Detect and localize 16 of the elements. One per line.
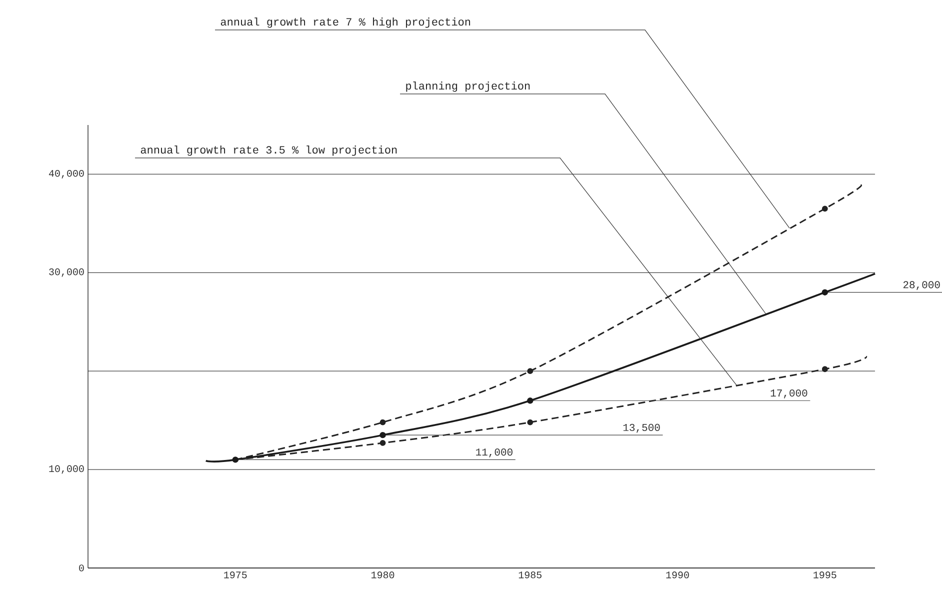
annotation: 28,000 — [903, 281, 940, 290]
text: annual growth rate 7 % high projection — [220, 18, 470, 28]
annotation: 13,500 — [623, 424, 660, 433]
text: planning projection — [406, 82, 530, 92]
x-tick-label: 1980 — [371, 572, 394, 578]
x-tick-label: 1975 — [224, 572, 247, 578]
x-tick-label: 1995 — [814, 572, 836, 578]
annotation: 17,000 — [770, 389, 808, 398]
text: annual growth rate 3.5 % low projection — [140, 146, 397, 156]
y-tick-label: 10,000 — [49, 465, 84, 474]
x-tick-label: 1985 — [518, 572, 542, 578]
y-tick-label: 30,000 — [49, 268, 84, 277]
y-tick-label: 0 — [79, 564, 84, 572]
x-tick-label: 1990 — [666, 572, 689, 578]
annotation: 11,000 — [476, 448, 512, 458]
y-tick-label: 40,000 — [48, 170, 84, 178]
